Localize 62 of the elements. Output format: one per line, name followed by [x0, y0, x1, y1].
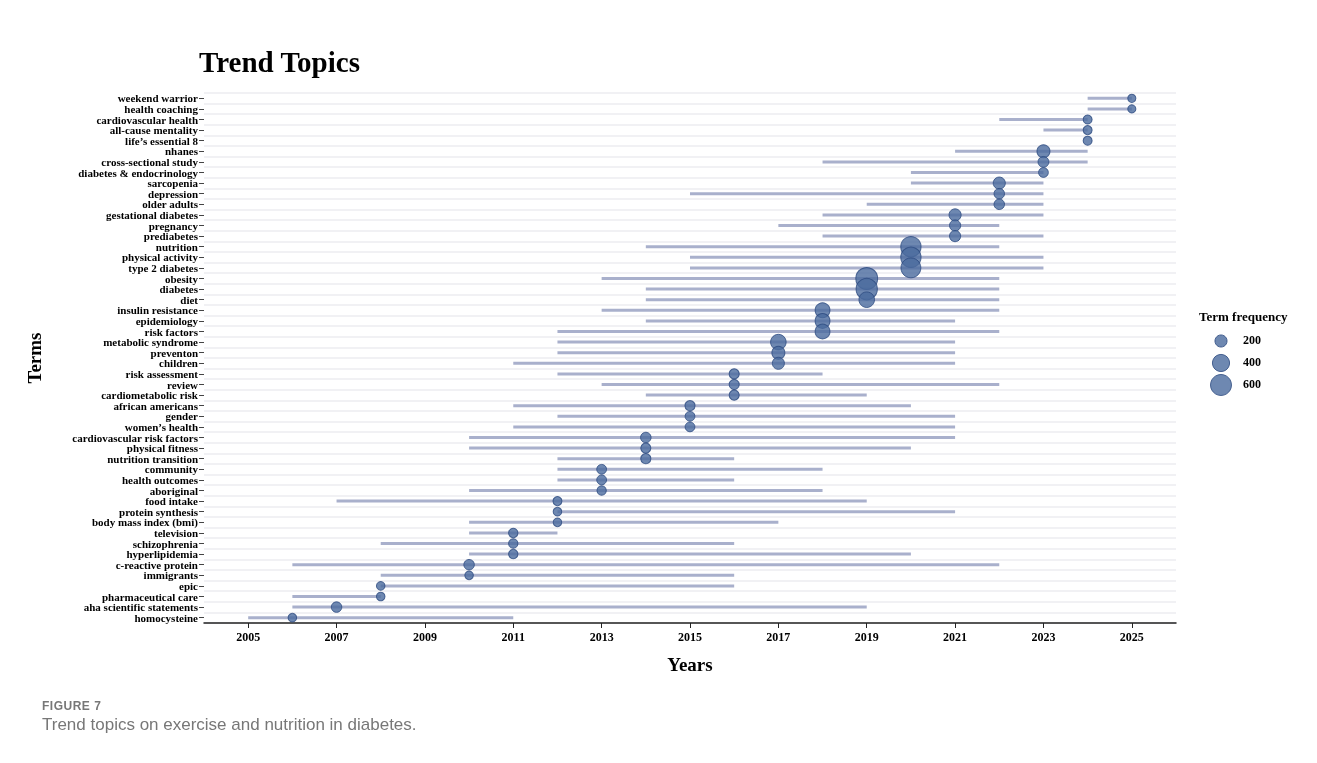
bar [645, 319, 956, 323]
y-tick-label: physical activity [121, 251, 199, 264]
bar [469, 436, 956, 439]
text: Trend topics on exercise and nutrition in diabetes. [42, 715, 418, 735]
bar [690, 255, 1044, 259]
x-tick-label: 2019 [854, 630, 879, 644]
y-tick-label: community [144, 463, 199, 476]
bar [778, 224, 1000, 227]
y-tick-label: pregnancy [148, 219, 199, 232]
bar [557, 340, 956, 344]
legend-label: 400 [1243, 355, 1261, 369]
y-tick-label: weekend warrior [117, 92, 199, 105]
y-tick-label: insulin resistance [117, 304, 199, 317]
y-tick-label: all-cause mentality [109, 124, 199, 137]
x-tick-label: 2007 [324, 630, 349, 644]
bar [601, 308, 1000, 312]
bar [645, 298, 1000, 302]
y-tick-label: protein synthesis [119, 505, 199, 518]
x-axis-title: Years [667, 654, 713, 675]
bar [690, 266, 1044, 270]
bar [645, 287, 1000, 291]
bar [557, 351, 956, 355]
y-tick-label: health coaching [124, 102, 199, 115]
x-tick-label: 2023 [1031, 630, 1056, 644]
x-tick-label: 2021 [943, 630, 968, 644]
y-tick-label: homocysteine [134, 611, 199, 624]
y-tick-label: african americans [113, 399, 199, 412]
y-tick-label: cross-sectional study [101, 155, 199, 168]
bar [645, 245, 1000, 249]
y-tick-label: risk assessment [125, 367, 199, 380]
y-tick-label: epic [179, 579, 199, 592]
x-tick-label: 2013 [589, 630, 614, 644]
y-tick-label: physical fitness [126, 442, 199, 455]
y-tick-label: gender [165, 410, 199, 423]
y-tick-label: children [159, 357, 198, 370]
bar [557, 330, 1000, 333]
y-tick-label: nutrition [155, 240, 198, 253]
y-tick-label: cardiovascular risk factors [72, 431, 199, 444]
legend-title: Term frequency [1199, 309, 1288, 324]
x-tick-label: 2011 [501, 630, 525, 644]
x-tick-label: 2005 [236, 630, 261, 644]
y-tick-label: nhanes [164, 145, 199, 158]
y-tick-label: review [167, 378, 199, 391]
y-tick-label: obesity [165, 272, 199, 285]
y-tick-label: gestational diabetes [106, 208, 199, 221]
x-tick-label: 2017 [766, 630, 791, 644]
chart-title: Trend Topics [199, 45, 360, 78]
x-tick-label: 2025 [1119, 630, 1144, 644]
x-tick-label: 2009 [412, 630, 437, 644]
y-axis-title: Terms [24, 332, 45, 384]
x-tick-label: 2015 [678, 630, 702, 644]
legend-label: 200 [1243, 333, 1261, 347]
y-tick-label: cardiometabolic risk [101, 389, 199, 402]
bar [601, 383, 1000, 386]
y-tick-label: epidemiology [135, 314, 199, 327]
y-tick-label: metabolic syndrome [103, 336, 199, 349]
y-tick-label: diet [180, 293, 199, 306]
y-tick-label: schizophrenia [132, 537, 199, 550]
bar [601, 277, 1000, 280]
caption: FIGURE 7 [42, 699, 103, 713]
legend-label: 600 [1243, 377, 1261, 391]
y-tick-label: aboriginal [149, 484, 198, 497]
